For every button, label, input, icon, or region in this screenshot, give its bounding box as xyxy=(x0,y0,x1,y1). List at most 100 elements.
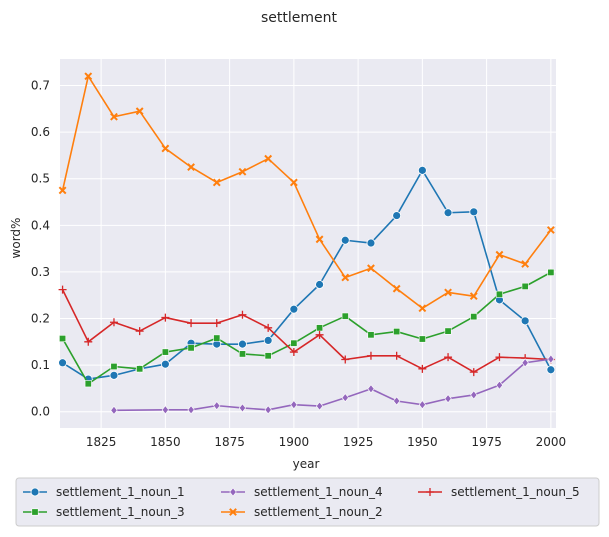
y-tick-label: 0.4 xyxy=(31,218,50,232)
data-point xyxy=(341,393,349,403)
data-point xyxy=(315,330,324,339)
data-point xyxy=(521,282,529,290)
legend-marker xyxy=(31,508,39,516)
data-point xyxy=(417,165,427,175)
legend-marker xyxy=(30,487,40,497)
data-point xyxy=(58,285,67,294)
data-point xyxy=(444,394,452,404)
legend-label: settlement_1_noun_4 xyxy=(254,485,383,499)
x-tick-label: 1950 xyxy=(407,435,438,449)
plot-area xyxy=(60,59,556,428)
data-point xyxy=(495,250,504,259)
data-point xyxy=(110,362,118,370)
series-settlement_1_noun_4 xyxy=(110,354,555,415)
data-point xyxy=(212,178,221,187)
data-point xyxy=(547,268,555,276)
data-point xyxy=(84,337,93,346)
data-point xyxy=(444,288,452,297)
x-tick-label: 1875 xyxy=(214,435,245,449)
series-line xyxy=(61,75,552,310)
data-point xyxy=(392,351,401,360)
legend-marker xyxy=(426,488,434,496)
data-point xyxy=(546,365,556,375)
series-line xyxy=(61,271,552,385)
y-tick-label: 0.1 xyxy=(31,358,50,372)
series-group xyxy=(58,72,556,415)
x-axis-label: year xyxy=(293,457,320,471)
data-point xyxy=(289,304,299,314)
data-point xyxy=(418,335,426,343)
data-point xyxy=(289,348,298,357)
data-point xyxy=(161,348,169,356)
y-tick-label: 0.3 xyxy=(31,265,50,279)
data-point xyxy=(109,318,118,327)
data-point xyxy=(366,238,376,248)
legend-item: settlement_1_noun_3 xyxy=(23,505,185,519)
grid xyxy=(60,59,556,428)
x-tick-label: 1900 xyxy=(279,435,310,449)
x-tick-label: 2000 xyxy=(536,435,567,449)
data-point xyxy=(469,368,478,377)
data-point xyxy=(495,353,504,362)
legend-box xyxy=(15,477,600,527)
data-point xyxy=(315,235,324,244)
data-point xyxy=(187,405,195,415)
data-point xyxy=(315,280,324,289)
legend-marker xyxy=(229,487,237,497)
data-point xyxy=(546,226,555,234)
data-point xyxy=(238,167,247,176)
data-point xyxy=(418,304,427,313)
data-point xyxy=(341,355,350,364)
data-point xyxy=(315,401,324,411)
data-point xyxy=(109,370,119,380)
x-tick-label: 1825 xyxy=(86,435,117,449)
data-point xyxy=(495,290,503,298)
data-point xyxy=(213,334,221,342)
data-point xyxy=(213,401,221,411)
data-point xyxy=(444,353,453,362)
data-point xyxy=(367,331,375,339)
data-point xyxy=(161,405,169,415)
data-point xyxy=(136,365,144,373)
legend-label: settlement_1_noun_5 xyxy=(451,485,580,499)
data-point xyxy=(59,335,67,343)
data-point xyxy=(521,358,529,368)
x-tick-label: 1925 xyxy=(343,435,374,449)
data-point xyxy=(547,354,555,364)
legend-label: settlement_1_noun_3 xyxy=(56,505,185,519)
series-settlement_1_noun_3 xyxy=(59,268,555,388)
data-point xyxy=(187,163,195,171)
data-point xyxy=(289,178,298,187)
data-point xyxy=(495,380,504,390)
chart-title: settlement xyxy=(261,10,338,26)
data-point xyxy=(366,351,375,360)
data-point xyxy=(160,359,170,369)
data-point xyxy=(418,400,426,410)
data-point xyxy=(469,207,479,217)
data-point xyxy=(238,339,247,349)
data-point xyxy=(443,208,453,218)
y-tick-label: 0.6 xyxy=(31,125,50,139)
legend-item: settlement_1_noun_1 xyxy=(23,485,185,499)
data-point xyxy=(110,405,118,415)
series-settlement_1_noun_2 xyxy=(58,72,555,313)
legend-label: settlement_1_noun_1 xyxy=(56,485,185,499)
data-point xyxy=(135,107,144,116)
data-point xyxy=(212,319,221,328)
data-point xyxy=(110,112,118,121)
data-point xyxy=(161,144,170,153)
data-point xyxy=(341,273,350,282)
legend-item: settlement_1_noun_2 xyxy=(221,505,383,519)
legend: settlement_1_noun_1 settlement_1_noun_3 se… xyxy=(15,477,600,527)
legend-item: settlement_1_noun_5 xyxy=(418,485,580,499)
data-point xyxy=(263,336,273,345)
y-tick-label: 0.7 xyxy=(31,79,50,93)
data-point xyxy=(238,350,246,358)
data-point xyxy=(367,384,375,394)
data-point xyxy=(392,284,401,293)
data-point xyxy=(264,352,272,360)
y-tick-label: 0.2 xyxy=(31,312,50,326)
data-point xyxy=(264,405,272,415)
legend-item: settlement_1_noun_4 xyxy=(221,485,383,499)
